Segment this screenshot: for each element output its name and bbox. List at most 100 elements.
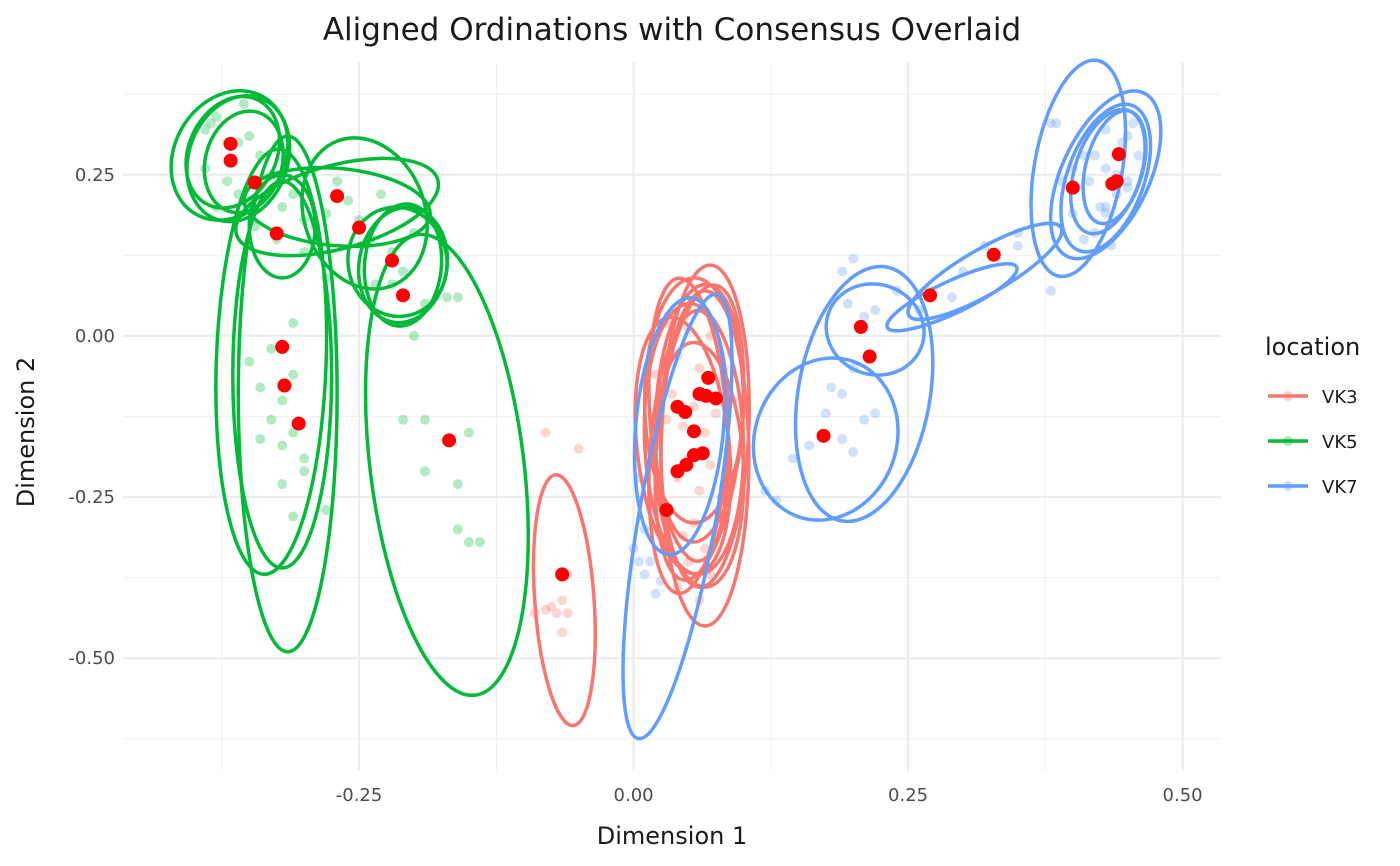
point-vk5 bbox=[397, 266, 408, 277]
point-vk7 bbox=[870, 408, 881, 419]
point-vk5 bbox=[463, 427, 474, 438]
point-vk7 bbox=[848, 253, 859, 264]
consensus-point-vk5 bbox=[275, 339, 290, 354]
consensus-point-vk7 bbox=[923, 288, 938, 303]
ellipse-vk5 bbox=[214, 147, 329, 577]
point-vk7 bbox=[1045, 285, 1056, 296]
consensus-point-vk7 bbox=[986, 247, 1001, 262]
consensus-point-vk7 bbox=[816, 428, 831, 443]
consensus-point-vk3 bbox=[686, 424, 701, 439]
point-vk7 bbox=[870, 305, 881, 316]
point-vk5 bbox=[397, 414, 408, 425]
ellipse-vk3 bbox=[653, 340, 746, 589]
ellipse-vk3 bbox=[659, 289, 751, 628]
point-vk3 bbox=[546, 601, 557, 612]
point-vk3 bbox=[699, 427, 710, 438]
point-vk7 bbox=[1089, 150, 1100, 161]
legend-entries: VK3 VK5 VK7 bbox=[1268, 387, 1358, 498]
legend-marker-vk5 bbox=[1283, 436, 1293, 446]
point-vk5 bbox=[376, 189, 387, 200]
ellipse-vk7 bbox=[751, 356, 900, 522]
point-vk5 bbox=[255, 434, 266, 445]
point-vk5 bbox=[288, 318, 299, 329]
consensus-point-vk5 bbox=[352, 220, 367, 235]
point-vk7 bbox=[859, 311, 870, 322]
x-tick-label: 0.50 bbox=[1163, 785, 1203, 806]
point-vk3 bbox=[540, 427, 551, 438]
y-tick-label: 0.00 bbox=[75, 326, 115, 347]
point-vk7 bbox=[787, 453, 798, 464]
x-tick-label: -0.25 bbox=[336, 785, 383, 806]
consensus-point-vk7 bbox=[853, 319, 868, 334]
point-vk5 bbox=[299, 466, 310, 477]
point-vk7 bbox=[1122, 182, 1133, 193]
consensus-point-vk7 bbox=[1065, 180, 1080, 195]
point-vk5 bbox=[474, 537, 485, 548]
point-vk7 bbox=[1078, 234, 1089, 245]
ellipse-vk7 bbox=[1029, 58, 1128, 279]
point-vk5 bbox=[288, 369, 299, 380]
legend: location VK3 VK5 VK7 bbox=[1265, 333, 1360, 498]
y-tick-label: 0.25 bbox=[75, 165, 115, 186]
point-vk7 bbox=[837, 434, 848, 445]
point-vk5 bbox=[277, 440, 288, 451]
point-vk7 bbox=[1100, 163, 1111, 174]
consensus-point-vk7 bbox=[1111, 147, 1126, 162]
point-vk3 bbox=[573, 443, 584, 454]
consensus-point-vk3 bbox=[555, 567, 570, 582]
consensus-point-vk3 bbox=[679, 457, 694, 472]
consensus-point-vk5 bbox=[385, 253, 400, 268]
consensus-point-vk5 bbox=[277, 378, 292, 393]
point-vk3 bbox=[694, 363, 705, 374]
chart-title: Aligned Ordinations with Consensus Overl… bbox=[323, 12, 1021, 48]
point-vk7 bbox=[1128, 118, 1139, 129]
consensus-point-vk5 bbox=[395, 288, 410, 303]
consensus-point-vk3 bbox=[708, 391, 723, 406]
consensus-point-vk5 bbox=[442, 433, 457, 448]
ellipse-vk5 bbox=[231, 179, 334, 570]
point-vk7 bbox=[1045, 118, 1056, 129]
ellipse-vk3 bbox=[531, 473, 597, 728]
ellipse-vk5 bbox=[362, 202, 444, 328]
tick-labels: -0.25 0.00 0.25 0.50 -0.50 -0.25 0.00 0.25 bbox=[68, 165, 1202, 806]
ellipse-vk7 bbox=[1081, 108, 1148, 226]
point-vk5 bbox=[299, 453, 310, 464]
consensus-point-vk3 bbox=[701, 370, 716, 385]
consensus-point-vk5 bbox=[269, 226, 284, 241]
point-vk5 bbox=[343, 195, 354, 206]
consensus-point-vk3 bbox=[659, 502, 674, 517]
ellipse-vk5 bbox=[300, 136, 429, 291]
point-vk7 bbox=[645, 556, 656, 567]
point-vk3 bbox=[694, 485, 705, 496]
point-vk5 bbox=[452, 524, 463, 535]
point-vk3 bbox=[540, 604, 551, 615]
ellipse-vk5 bbox=[236, 134, 339, 654]
point-vk5 bbox=[332, 176, 343, 187]
point-vk5 bbox=[277, 202, 288, 213]
legend-label-vk7: VK7 bbox=[1322, 477, 1358, 498]
point-vk3 bbox=[710, 408, 721, 419]
consensus-point-vk3 bbox=[695, 446, 710, 461]
point-vk5 bbox=[266, 414, 277, 425]
point-vk7 bbox=[634, 556, 645, 567]
point-vk5 bbox=[244, 356, 255, 367]
point-vk7 bbox=[837, 388, 848, 399]
point-vk5 bbox=[463, 537, 474, 548]
point-vk7 bbox=[1012, 240, 1023, 251]
consensus-point-vk3 bbox=[670, 399, 685, 414]
point-vk5 bbox=[288, 427, 299, 438]
point-vk3 bbox=[705, 459, 716, 470]
point-vk5 bbox=[321, 504, 332, 515]
point-vk7 bbox=[1084, 176, 1095, 187]
x-axis-title: Dimension 1 bbox=[597, 822, 747, 850]
ellipse-vk7 bbox=[793, 264, 935, 524]
consensus-point-vk5 bbox=[330, 189, 345, 204]
point-vk7 bbox=[804, 440, 815, 451]
point-vk7 bbox=[848, 446, 859, 457]
point-vk7 bbox=[842, 298, 853, 309]
point-vk5 bbox=[408, 330, 419, 341]
point-vk3 bbox=[667, 388, 677, 399]
point-vk3 bbox=[557, 595, 568, 606]
point-vk5 bbox=[452, 292, 463, 303]
